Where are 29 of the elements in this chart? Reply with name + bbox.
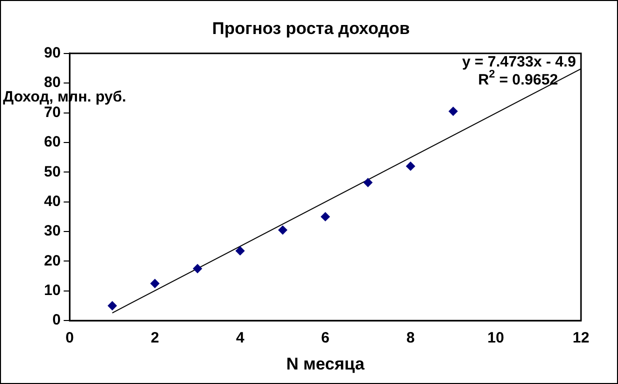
chart-title: Прогноз роста доходов [212, 18, 410, 38]
x-tick-label: 8 [406, 330, 415, 347]
annotation: y = 7.4733x - 4.9 [462, 54, 576, 71]
point [448, 106, 458, 116]
x-tick-label: 12 [572, 330, 590, 347]
y-tick-label: 40 [44, 192, 61, 210]
point [406, 162, 416, 171]
y-tick-label: 50 [44, 163, 61, 180]
point [278, 226, 288, 235]
point [150, 278, 160, 288]
x-tick-label: 2 [150, 330, 160, 347]
point [236, 246, 245, 256]
point [320, 212, 330, 222]
point [193, 264, 202, 274]
y-tick-label: 90 [44, 44, 61, 62]
x-tick-label: 0 [66, 330, 74, 347]
point [363, 178, 372, 188]
x-tick-label: 10 [487, 330, 504, 347]
point [108, 301, 117, 310]
x-tick-label: 4 [236, 330, 245, 347]
y-tick-label: 70 [44, 104, 61, 121]
y-tick-label: 30 [44, 222, 61, 240]
y-tick-label: 80 [44, 74, 61, 92]
y-tick-label: 10 [44, 282, 61, 300]
x-axis-title: N месяца [286, 354, 366, 374]
y-tick-label: 20 [44, 252, 61, 270]
y-tick-label: 60 [44, 134, 61, 151]
x-tick-label: 6 [321, 330, 330, 347]
y-tick-label: 0 [52, 312, 61, 329]
